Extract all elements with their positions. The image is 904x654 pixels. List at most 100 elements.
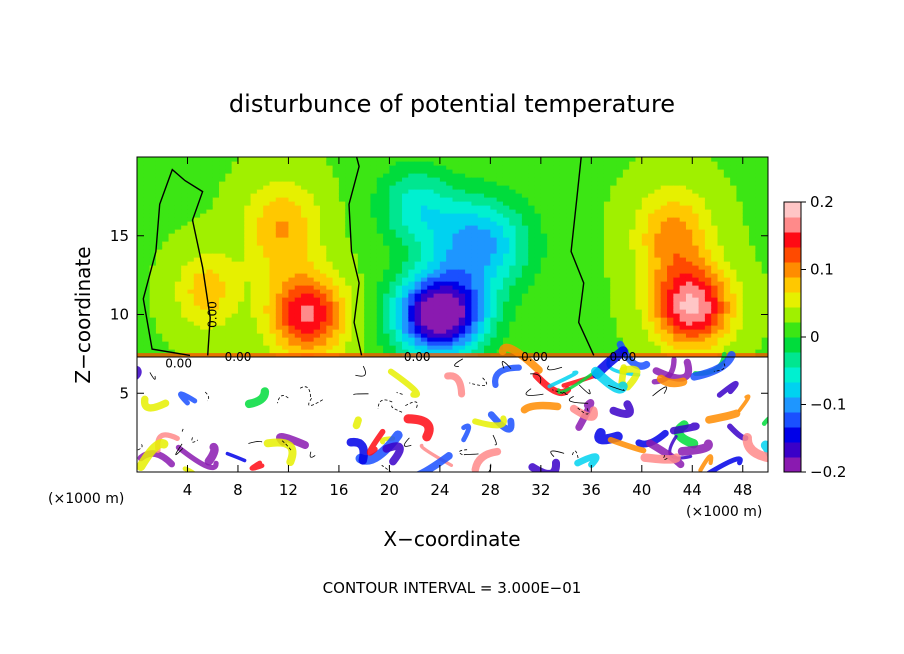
heatmap-cell	[566, 297, 573, 302]
heatmap-cell	[471, 289, 479, 294]
heatmap-cell	[685, 277, 693, 282]
heatmap-cell	[395, 297, 403, 302]
heatmap-cell	[250, 305, 258, 310]
heatmap-cell	[219, 173, 226, 178]
heatmap-cell	[717, 185, 725, 190]
heatmap-cell	[143, 289, 151, 294]
heatmap-cell	[212, 157, 220, 162]
heatmap-cell	[351, 237, 359, 242]
heatmap-cell	[502, 329, 510, 334]
heatmap-cell	[528, 317, 536, 322]
heatmap-cell	[307, 329, 315, 334]
heatmap-cell	[319, 345, 327, 350]
heatmap-cell	[603, 337, 611, 342]
heatmap-cell	[698, 177, 706, 182]
heatmap-cell	[648, 245, 656, 250]
heatmap-cell	[540, 341, 548, 346]
heatmap-cell	[496, 285, 504, 290]
heatmap-cell	[635, 181, 643, 186]
heatmap-cell	[749, 313, 756, 318]
heatmap-cell	[730, 225, 738, 230]
heatmap-cell	[673, 349, 681, 354]
heatmap-cell	[547, 165, 555, 170]
heatmap-cell	[137, 229, 144, 234]
heatmap-cell	[641, 225, 649, 230]
heatmap-cell	[484, 181, 491, 186]
heatmap-cell	[477, 289, 485, 294]
heatmap-cell	[452, 317, 460, 322]
heatmap-cell	[446, 285, 454, 290]
heatmap-cell	[155, 233, 163, 238]
heatmap-cell	[736, 341, 744, 346]
heatmap-cell	[212, 205, 220, 210]
heatmap-cell	[439, 277, 447, 282]
heatmap-cell	[237, 165, 245, 170]
heatmap-cell	[603, 201, 611, 206]
heatmap-cell	[219, 237, 226, 242]
heatmap-cell	[389, 185, 397, 190]
heatmap-cell	[711, 305, 719, 310]
heatmap-cell	[275, 201, 283, 206]
heatmap-cell	[427, 281, 435, 286]
heatmap-cell	[603, 309, 611, 314]
heatmap-cell	[730, 317, 738, 322]
heatmap-cell	[168, 349, 176, 354]
heatmap-cell	[679, 193, 687, 198]
heatmap-cell	[465, 253, 473, 258]
heatmap-cell	[307, 217, 315, 222]
heatmap-cell	[307, 277, 315, 282]
heatmap-cell	[616, 165, 624, 170]
heatmap-cell	[162, 253, 170, 258]
heatmap-cell	[660, 345, 668, 350]
heatmap-cell	[585, 333, 592, 338]
heatmap-cell	[704, 241, 712, 246]
heatmap-cell	[269, 273, 277, 278]
heatmap-cell	[351, 173, 359, 178]
heatmap-cell	[490, 241, 498, 246]
heatmap-cell	[521, 277, 529, 282]
heatmap-cell	[749, 213, 756, 218]
heatmap-cell	[458, 261, 466, 266]
heatmap-cell	[471, 229, 479, 234]
heatmap-cell	[338, 213, 346, 218]
heatmap-cell	[370, 201, 378, 206]
heatmap-cell	[730, 281, 738, 286]
heatmap-cell	[547, 197, 555, 202]
heatmap-cell	[490, 225, 498, 230]
heatmap-cell	[515, 173, 523, 178]
heatmap-cell	[484, 341, 491, 346]
heatmap-cell	[692, 289, 700, 294]
heatmap-cell	[673, 197, 681, 202]
heatmap-cell	[162, 301, 170, 306]
heatmap-cell	[673, 321, 681, 326]
heatmap-cell	[540, 237, 548, 242]
heatmap-cell	[641, 229, 649, 234]
heatmap-cell	[351, 189, 359, 194]
heatmap-cell	[572, 293, 580, 298]
heatmap-cell	[206, 301, 214, 306]
heatmap-cell	[723, 161, 731, 166]
heatmap-cell	[244, 345, 252, 350]
heatmap-cell	[319, 313, 327, 318]
heatmap-cell	[332, 345, 340, 350]
heatmap-cell	[395, 173, 403, 178]
heatmap-cell	[408, 333, 416, 338]
heatmap-cell	[723, 245, 731, 250]
heatmap-cell	[465, 297, 473, 302]
heatmap-cell	[452, 329, 460, 334]
heatmap-cell	[477, 253, 485, 258]
heatmap-cell	[383, 221, 390, 226]
heatmap-cell	[376, 193, 384, 198]
heatmap-cell	[275, 253, 283, 258]
heatmap-cell	[660, 197, 668, 202]
heatmap-cell	[376, 249, 384, 254]
heatmap-cell	[566, 213, 573, 218]
heatmap-cell	[256, 225, 264, 230]
heatmap-cell	[540, 217, 548, 222]
heatmap-cell	[484, 325, 491, 330]
heatmap-cell	[749, 157, 756, 162]
heatmap-cell	[420, 349, 428, 354]
heatmap-cell	[269, 177, 277, 182]
heatmap-cell	[742, 321, 750, 326]
heatmap-cell	[622, 293, 630, 298]
